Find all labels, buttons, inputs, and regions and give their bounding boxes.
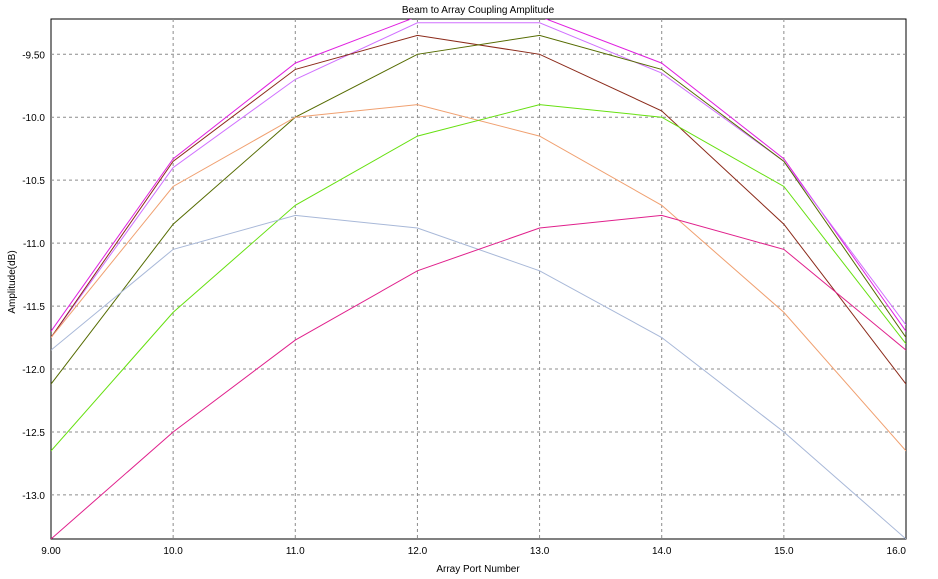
series-line-4: [51, 34, 906, 385]
plot-frame: [50, 18, 907, 540]
y-tick-label: -12.5: [22, 428, 45, 439]
x-tick-label: 9.00: [41, 546, 61, 557]
series-line-1: [51, 19, 906, 332]
x-tick-label: 14.0: [652, 546, 672, 557]
plot-area: [50, 18, 907, 540]
x-tick-label: 16.0: [887, 546, 907, 557]
y-axis-ticks: -9.50 -10.0 -10.5 -11.0 -11.5 -12.0 -12.5 -13.0: [22, 50, 45, 502]
y-tick-label: -10.0: [22, 113, 45, 124]
y-tick-label: -12.0: [22, 365, 45, 376]
x-tick-label: 12.0: [408, 546, 428, 557]
y-tick-label: -13.0: [22, 491, 45, 502]
x-axis-ticks: 9.00 10.0 11.0 12.0 13.0 14.0 15.0 16.0: [41, 546, 906, 557]
x-tick-label: 10.0: [163, 546, 183, 557]
x-tick-label: 13.0: [530, 546, 550, 557]
y-tick-label: -11.5: [23, 302, 45, 313]
chart-title: Beam to Array Coupling Amplitude: [402, 5, 555, 16]
series-line-6: [51, 104, 906, 452]
series-line-8: [51, 214, 906, 539]
x-axis-label: Array Port Number: [436, 564, 520, 575]
grid: [51, 19, 906, 539]
series-lines: [51, 19, 906, 539]
x-tick-label: 11.0: [286, 546, 305, 557]
y-tick-label: -11.0: [23, 239, 45, 250]
y-tick-label: -9.50: [22, 50, 45, 61]
y-tick-label: -10.5: [22, 176, 45, 187]
x-tick-label: 15.0: [774, 546, 794, 557]
y-axis-label: Amplitude(dB): [7, 250, 18, 313]
